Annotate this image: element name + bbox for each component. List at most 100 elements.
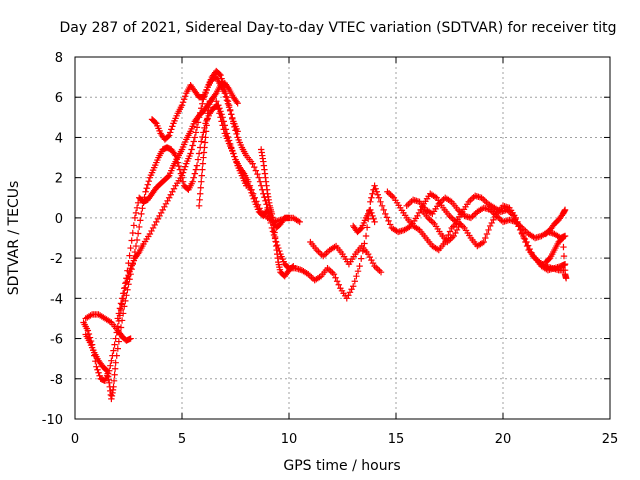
- data-point: [452, 229, 459, 237]
- data-point: [107, 362, 114, 369]
- data-point: [121, 285, 128, 292]
- data-point: [197, 184, 204, 191]
- data-point: [178, 102, 186, 109]
- data-point: [114, 315, 121, 322]
- data-point: [102, 366, 110, 373]
- data-point: [114, 345, 121, 352]
- data-point: [370, 215, 377, 223]
- y-tick-label: -6: [50, 333, 63, 348]
- data-point: [228, 111, 235, 118]
- data-point: [445, 231, 452, 239]
- data-point: [262, 197, 269, 204]
- data-point: [333, 278, 341, 285]
- data-point: [196, 196, 203, 203]
- data-point: [369, 190, 376, 197]
- y-tick-label: 0: [55, 212, 63, 227]
- data-point: [231, 153, 238, 160]
- data-point: [321, 251, 329, 258]
- series-track-8: [243, 178, 293, 232]
- data-point: [118, 295, 126, 302]
- y-tick-label: 2: [55, 172, 63, 187]
- data-point: [165, 194, 173, 201]
- data-point: [369, 259, 377, 267]
- data-point: [429, 219, 437, 226]
- data-point: [111, 365, 119, 372]
- data-point: [372, 185, 379, 192]
- data-point: [371, 262, 378, 270]
- data-point: [428, 217, 435, 225]
- data-point: [384, 188, 391, 195]
- data-point: [190, 138, 197, 145]
- y-tick-label: 8: [55, 51, 63, 66]
- series-track-14: [350, 206, 378, 236]
- data-point: [316, 249, 324, 257]
- data-point: [482, 234, 489, 242]
- data-point: [371, 218, 378, 226]
- data-point: [164, 133, 172, 140]
- data-point: [247, 186, 254, 193]
- data-point: [180, 96, 188, 103]
- data-point: [121, 303, 128, 310]
- data-point: [250, 195, 257, 202]
- data-point: [373, 188, 380, 195]
- data-point: [168, 126, 175, 133]
- data-point: [256, 178, 264, 185]
- data-point: [203, 122, 210, 129]
- data-point: [387, 191, 394, 198]
- data-point: [182, 93, 189, 100]
- data-point: [211, 91, 219, 98]
- data-point: [179, 178, 187, 185]
- data-point: [519, 230, 526, 238]
- data-point: [111, 371, 118, 378]
- data-point: [232, 156, 239, 163]
- data-point: [196, 190, 204, 197]
- data-point: [315, 248, 322, 255]
- data-point: [112, 335, 119, 342]
- data-point: [133, 236, 141, 244]
- data-point: [161, 203, 168, 211]
- data-point: [226, 107, 234, 114]
- data-point: [369, 212, 376, 220]
- data-point: [199, 100, 206, 107]
- data-point: [217, 71, 224, 79]
- data-point: [127, 271, 134, 278]
- data-point: [366, 253, 373, 261]
- data-point: [177, 170, 185, 177]
- data-point: [124, 286, 131, 293]
- data-point: [193, 162, 201, 169]
- data-point: [206, 98, 214, 105]
- data-point: [362, 232, 370, 240]
- data-point: [446, 228, 454, 235]
- data-point: [162, 200, 170, 208]
- data-point: [559, 234, 567, 242]
- x-tick-label: 10: [281, 432, 298, 447]
- data-point: [350, 283, 357, 290]
- data-point: [363, 224, 371, 231]
- series-track-12: [542, 206, 569, 238]
- data-point: [481, 197, 489, 204]
- data-point: [356, 262, 363, 270]
- data-point: [139, 205, 146, 212]
- data-point: [230, 150, 237, 157]
- y-axis-label: SDTVAR / TECUs: [6, 181, 22, 296]
- y-tick-label: 6: [55, 91, 63, 106]
- data-point: [257, 182, 265, 189]
- data-point: [457, 220, 464, 228]
- data-point: [154, 215, 162, 223]
- data-point: [191, 170, 199, 177]
- data-point: [216, 70, 223, 78]
- y-tick-label: -4: [50, 292, 63, 307]
- data-point: [357, 225, 364, 233]
- data-point: [138, 210, 145, 218]
- data-point: [222, 93, 230, 100]
- x-tick-label: 15: [388, 432, 405, 447]
- y-tick-labels: -10 -8 -6 -4 -2 0 2 4 6 8: [42, 51, 63, 428]
- data-point: [137, 217, 144, 224]
- data-point: [169, 123, 176, 130]
- data-point: [127, 335, 134, 342]
- data-point: [561, 206, 569, 214]
- data-point: [192, 166, 200, 173]
- data-point: [520, 234, 528, 242]
- data-point: [329, 269, 336, 276]
- data-point: [358, 255, 365, 262]
